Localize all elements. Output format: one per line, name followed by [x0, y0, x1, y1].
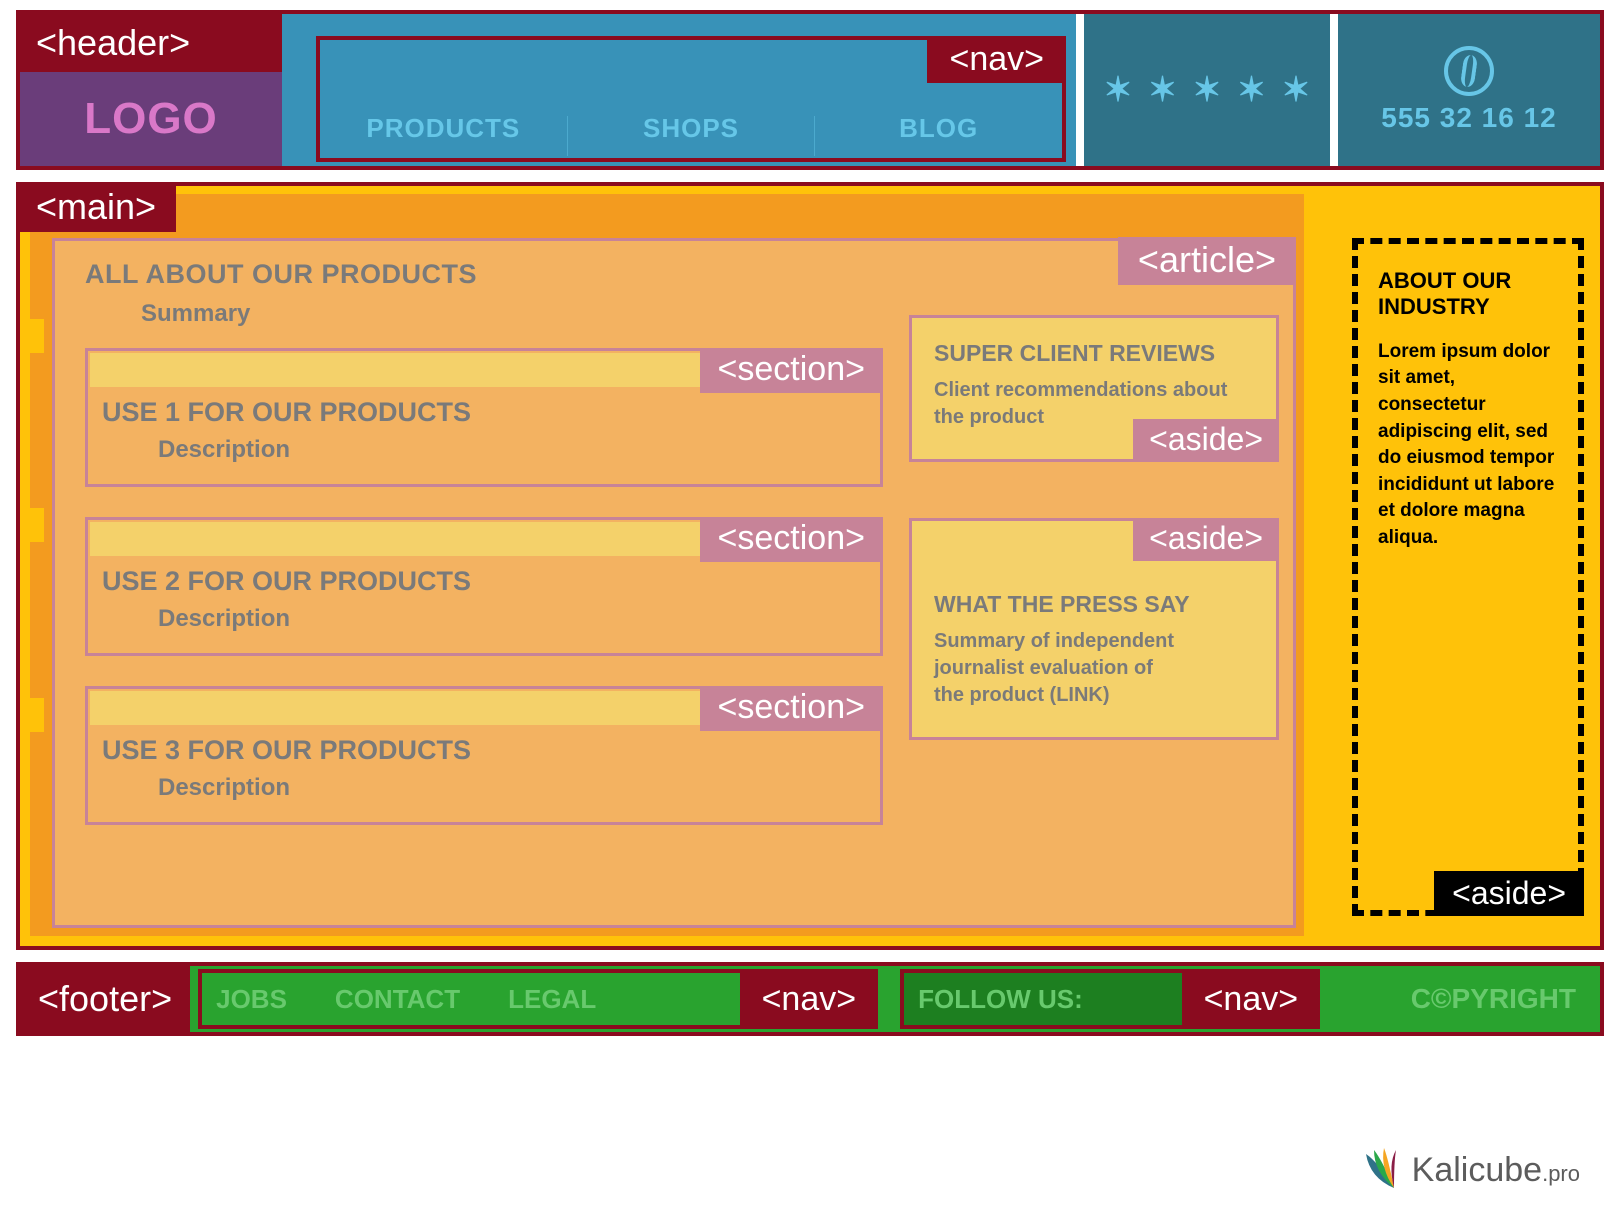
footer-link-legal[interactable]: LEGAL: [508, 984, 596, 1015]
main-tag-label: <main>: [16, 182, 176, 232]
section-title: USE 1 FOR OUR PRODUCTS: [102, 397, 866, 428]
section-description: Description: [102, 428, 866, 464]
header-tag-label: <header>: [20, 14, 282, 72]
phone-block[interactable]: 555 32 16 12: [1338, 14, 1600, 166]
section-description: Description: [102, 597, 866, 633]
header-region: <header> LOGO PRODUCTS SHOPS BLOG <nav> …: [16, 10, 1604, 170]
section-3: <section> USE 3 FOR OUR PRODUCTS Descrip…: [85, 686, 883, 825]
page-frame: <header> LOGO PRODUCTS SHOPS BLOG <nav> …: [16, 10, 1604, 1036]
industry-text: Lorem ipsum dolor sit amet, consectetur …: [1378, 339, 1558, 552]
footer-region: <footer> JOBS CONTACT LEGAL <nav> FOLLOW…: [16, 962, 1604, 1036]
logo-cell: <header> LOGO: [20, 14, 282, 166]
nav-tag-label: <nav>: [740, 969, 879, 1029]
section-title: USE 3 FOR OUR PRODUCTS: [102, 735, 866, 766]
phone-icon: [1444, 46, 1494, 96]
article-summary: Summary: [85, 290, 883, 348]
nav-item-shops[interactable]: SHOPS: [568, 113, 815, 158]
attribution-text: Kalicube.pro: [1412, 1151, 1580, 1190]
footer-tag-label: <footer>: [20, 966, 190, 1032]
aside-title: WHAT THE PRESS SAY: [934, 591, 1254, 618]
nav-item-blog[interactable]: BLOG: [815, 113, 1062, 158]
attribution-brand: Kalicube: [1412, 1151, 1542, 1189]
nav-item-products[interactable]: PRODUCTS: [320, 113, 567, 158]
kalicube-logo-icon: [1360, 1148, 1404, 1192]
section-tag-label: <section>: [700, 686, 883, 731]
footer-social-nav: FOLLOW US: <nav>: [900, 969, 1320, 1029]
header-nav-wrap: PRODUCTS SHOPS BLOG <nav>: [306, 14, 1076, 166]
aside-reviews: SUPER CLIENT REVIEWS Client recommendati…: [909, 315, 1279, 462]
aside-tag-label: <aside>: [1133, 419, 1279, 462]
section-tag-label: <section>: [700, 517, 883, 562]
logo[interactable]: LOGO: [20, 72, 282, 166]
industry-title: ABOUT OUR INDUSTRY: [1378, 268, 1558, 321]
section-1: <section> USE 1 FOR OUR PRODUCTS Descrip…: [85, 348, 883, 487]
aside-press: <aside> WHAT THE PRESS SAY Summary of in…: [909, 518, 1279, 740]
copyright: C©PYRIGHT: [1411, 983, 1576, 1015]
article-right-col: SUPER CLIENT REVIEWS Client recommendati…: [909, 259, 1279, 915]
section-description: Description: [102, 766, 866, 802]
stripe: [30, 319, 44, 353]
star-icon: ✶: [1193, 70, 1222, 110]
article-title: ALL ABOUT OUR PRODUCTS: [85, 259, 883, 290]
section-tag-label: <section>: [700, 348, 883, 393]
star-icon: ✶: [1148, 70, 1177, 110]
attribution-suffix: .pro: [1542, 1161, 1580, 1186]
footer-link-jobs[interactable]: JOBS: [216, 984, 287, 1015]
main-inner: <article> ALL ABOUT OUR PRODUCTS Summary…: [30, 194, 1304, 936]
article-left-col: ALL ABOUT OUR PRODUCTS Summary <section>…: [85, 259, 883, 915]
nav-tag-label: <nav>: [927, 36, 1066, 83]
aside-title: SUPER CLIENT REVIEWS: [934, 340, 1254, 367]
stripe: [30, 508, 44, 542]
header-gap: [282, 14, 306, 166]
phone-number: 555 32 16 12: [1381, 102, 1557, 134]
aside-text: Summary of independent journalist evalua…: [934, 628, 1184, 709]
header-gap: [1330, 14, 1338, 166]
footer-link-contact[interactable]: CONTACT: [335, 984, 460, 1015]
section-title: USE 2 FOR OUR PRODUCTS: [102, 566, 866, 597]
aside-industry: ABOUT OUR INDUSTRY Lorem ipsum dolor sit…: [1352, 238, 1584, 916]
nav-tag-label: <nav>: [1182, 969, 1321, 1029]
attribution: Kalicube.pro: [1360, 1148, 1580, 1192]
aside-tag-label: <aside>: [1133, 518, 1279, 561]
star-icon: ✶: [1104, 70, 1133, 110]
star-icon: ✶: [1237, 70, 1266, 110]
main-region: <main> <article> ALL ABOUT OUR PRODUCTS …: [16, 182, 1604, 950]
footer-nav: JOBS CONTACT LEGAL <nav>: [198, 969, 878, 1029]
rating-stars: ✶ ✶ ✶ ✶ ✶: [1084, 14, 1330, 166]
section-2: <section> USE 2 FOR OUR PRODUCTS Descrip…: [85, 517, 883, 656]
header-nav: PRODUCTS SHOPS BLOG <nav>: [316, 36, 1066, 162]
star-icon: ✶: [1282, 70, 1311, 110]
article-tag-label: <article>: [1118, 237, 1296, 285]
header-gap: [1076, 14, 1084, 166]
article-region: <article> ALL ABOUT OUR PRODUCTS Summary…: [52, 238, 1296, 928]
follow-label: FOLLOW US:: [918, 984, 1083, 1015]
aside-tag-label: <aside>: [1434, 871, 1584, 916]
stripe: [30, 698, 44, 732]
